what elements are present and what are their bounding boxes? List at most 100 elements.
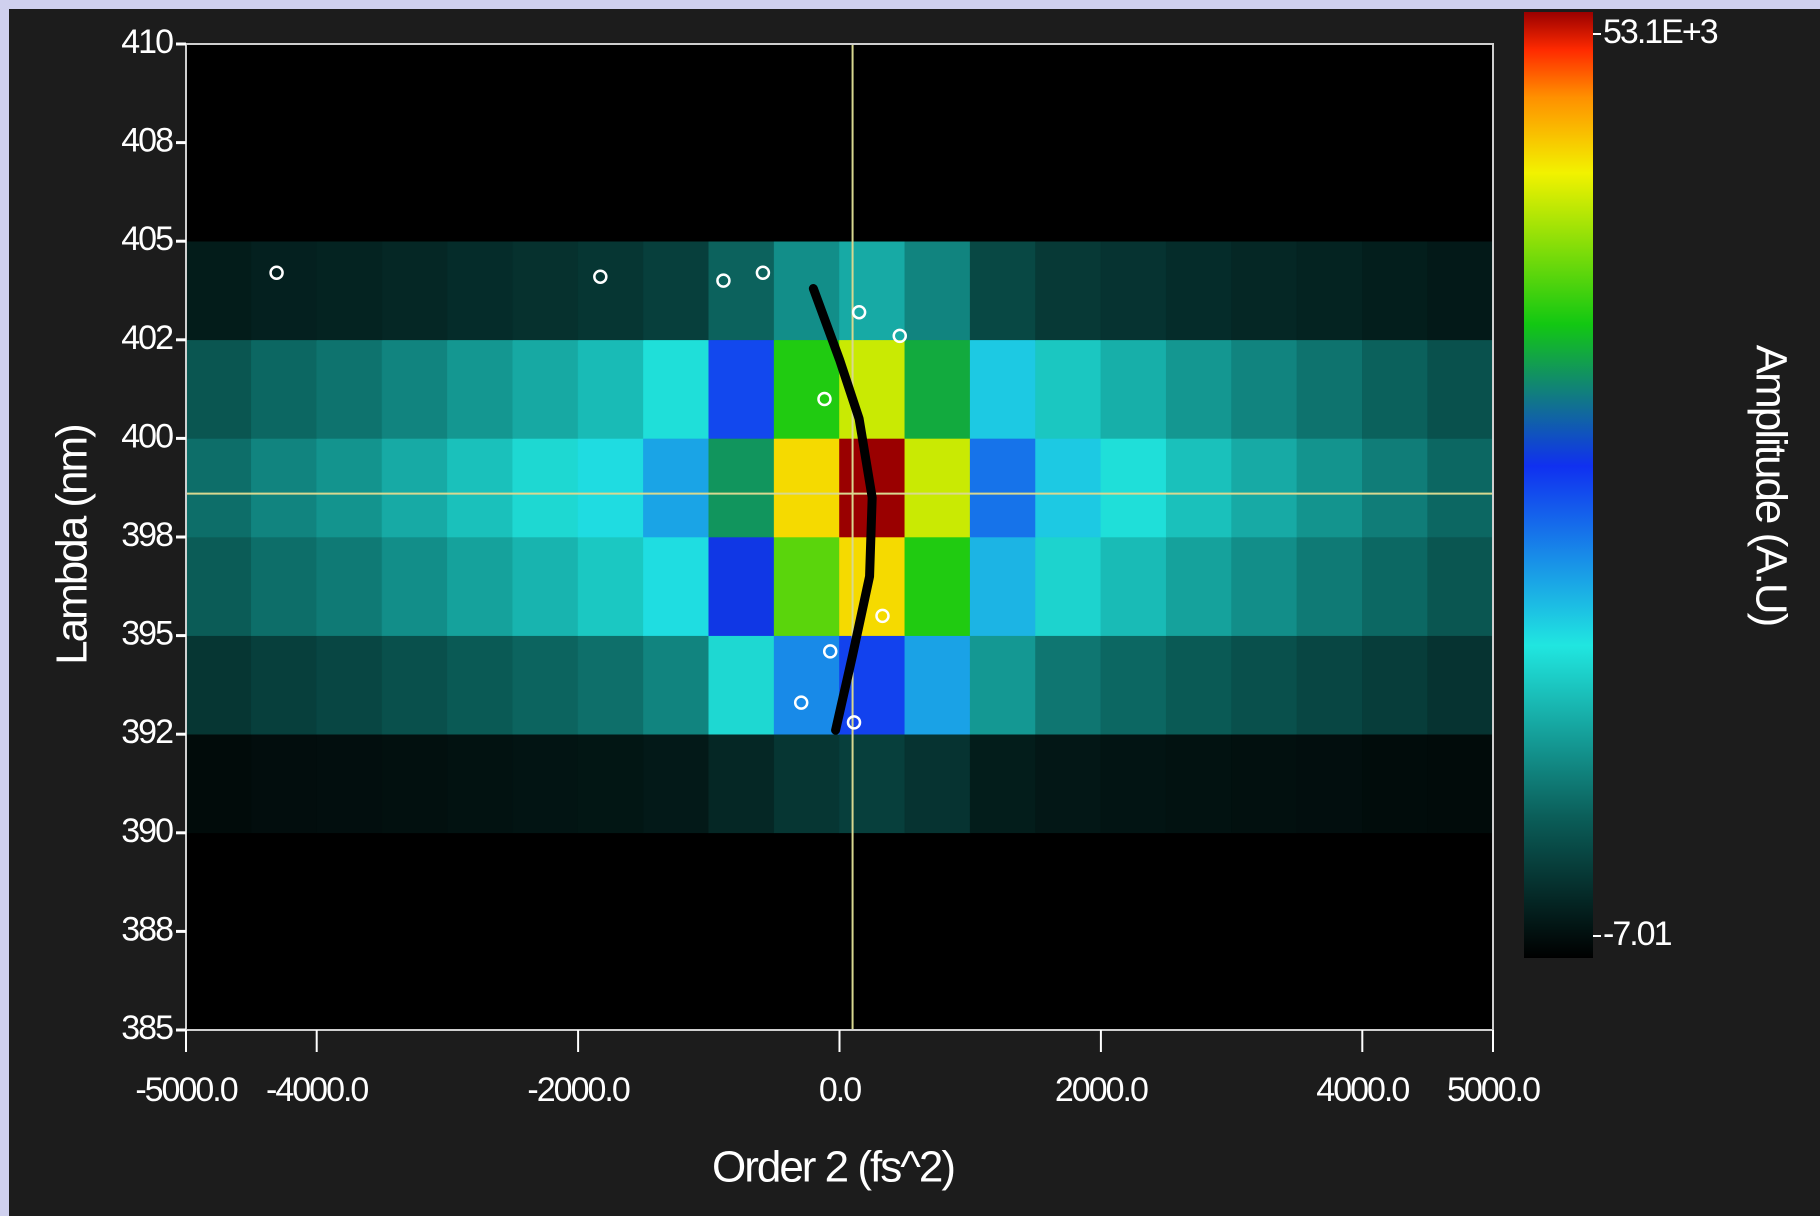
heat-cell (904, 142, 971, 242)
heat-cell (643, 635, 710, 735)
data-point (755, 265, 771, 281)
heat-cell (1165, 931, 1232, 1031)
heat-cell (1165, 635, 1232, 735)
x-axis-label: Order 2 (fs^2) (712, 1143, 954, 1192)
heat-cell (904, 733, 971, 834)
y-tick-label: 390 (121, 812, 173, 850)
heat-cell (643, 931, 710, 1031)
heat-cell (1165, 832, 1232, 932)
heat-cell (577, 43, 644, 143)
heat-cell (512, 635, 579, 735)
heat-cell (316, 536, 383, 636)
heat-cell (773, 832, 840, 932)
heat-cell (969, 438, 1036, 538)
heat-cell (708, 43, 775, 143)
heat-cell (1296, 832, 1363, 932)
heat-cell (1231, 438, 1298, 538)
heat-cell (1035, 142, 1102, 242)
y-tick-label: 395 (121, 615, 173, 653)
heat-cell (577, 635, 644, 735)
y-tick-label: 400 (121, 417, 173, 455)
heat-cell (773, 931, 840, 1031)
heat-cell (577, 832, 644, 932)
heat-cell (643, 339, 710, 439)
heat-cell (1296, 635, 1363, 735)
heat-cell (708, 142, 775, 242)
heat-cell (447, 536, 514, 636)
heat-cell (381, 142, 448, 242)
heat-cell (839, 931, 906, 1031)
heat-cell (1362, 438, 1428, 538)
heat-cell (1035, 536, 1102, 636)
heat-cell (1231, 536, 1298, 636)
heat-cell (969, 832, 1036, 932)
heat-cell (1231, 339, 1298, 439)
heat-cell (577, 931, 644, 1031)
heat-cell (447, 43, 514, 143)
heat-cell (1165, 339, 1232, 439)
heat-cell (1100, 536, 1167, 636)
heat-cell (1231, 635, 1298, 735)
heat-cell (643, 733, 710, 834)
heat-cell (643, 240, 710, 341)
heat-cell (904, 438, 971, 538)
heat-cell (839, 43, 906, 143)
y-tick-label: 398 (121, 516, 173, 554)
heat-cell (381, 536, 448, 636)
heat-cell (1231, 832, 1298, 932)
heat-cell (251, 339, 318, 439)
heat-cell (1427, 142, 1494, 242)
heat-cell (512, 733, 579, 834)
heat-cell (381, 438, 448, 538)
heat-cell (839, 832, 906, 932)
heat-cell (1427, 43, 1494, 143)
heat-cell (447, 240, 514, 341)
data-point (269, 265, 284, 281)
heat-cell (773, 43, 840, 143)
x-tick-label: -4000.0 (266, 1071, 368, 1109)
heat-cell (1362, 733, 1428, 834)
x-tick-label: -2000.0 (527, 1071, 629, 1109)
heat-cell (969, 931, 1036, 1031)
heat-cell (577, 733, 644, 834)
heat-cell (904, 240, 971, 341)
heat-cell (1100, 438, 1167, 538)
heat-cell (1427, 635, 1494, 735)
heat-cell (381, 931, 448, 1031)
heat-cell (185, 832, 252, 932)
data-point (716, 273, 731, 288)
heat-cell (969, 339, 1036, 439)
heat-cell (185, 339, 252, 439)
heat-cell (1296, 536, 1363, 636)
heat-cell (577, 438, 644, 538)
heat-cell (773, 635, 840, 735)
heat-cell (512, 142, 579, 242)
heat-cell (904, 635, 971, 735)
heat-cell (1100, 43, 1167, 143)
data-point (817, 391, 832, 407)
y-tick-label: 385 (121, 1009, 173, 1047)
heat-cell (1427, 438, 1494, 538)
heat-cell (1035, 635, 1102, 735)
heat-cell (316, 635, 383, 735)
heat-cell (839, 733, 906, 834)
heat-cell (381, 339, 448, 439)
heat-cell (1296, 43, 1363, 143)
heat-cell (316, 339, 383, 439)
colorbar-tick-label: 53.1E+3 (1603, 13, 1718, 51)
heat-cell (1362, 931, 1428, 1031)
heat-cell (1427, 931, 1494, 1031)
heat-cell (1100, 339, 1167, 439)
heat-cell (708, 733, 775, 834)
heat-cell (185, 43, 252, 143)
data-point (892, 328, 908, 344)
heat-cell (381, 240, 448, 341)
heat-cell (904, 339, 971, 439)
heat-cell (251, 43, 318, 143)
heat-cell (512, 43, 579, 143)
heat-cell (251, 635, 318, 735)
heat-cell (447, 832, 514, 932)
heat-cell (1165, 733, 1232, 834)
